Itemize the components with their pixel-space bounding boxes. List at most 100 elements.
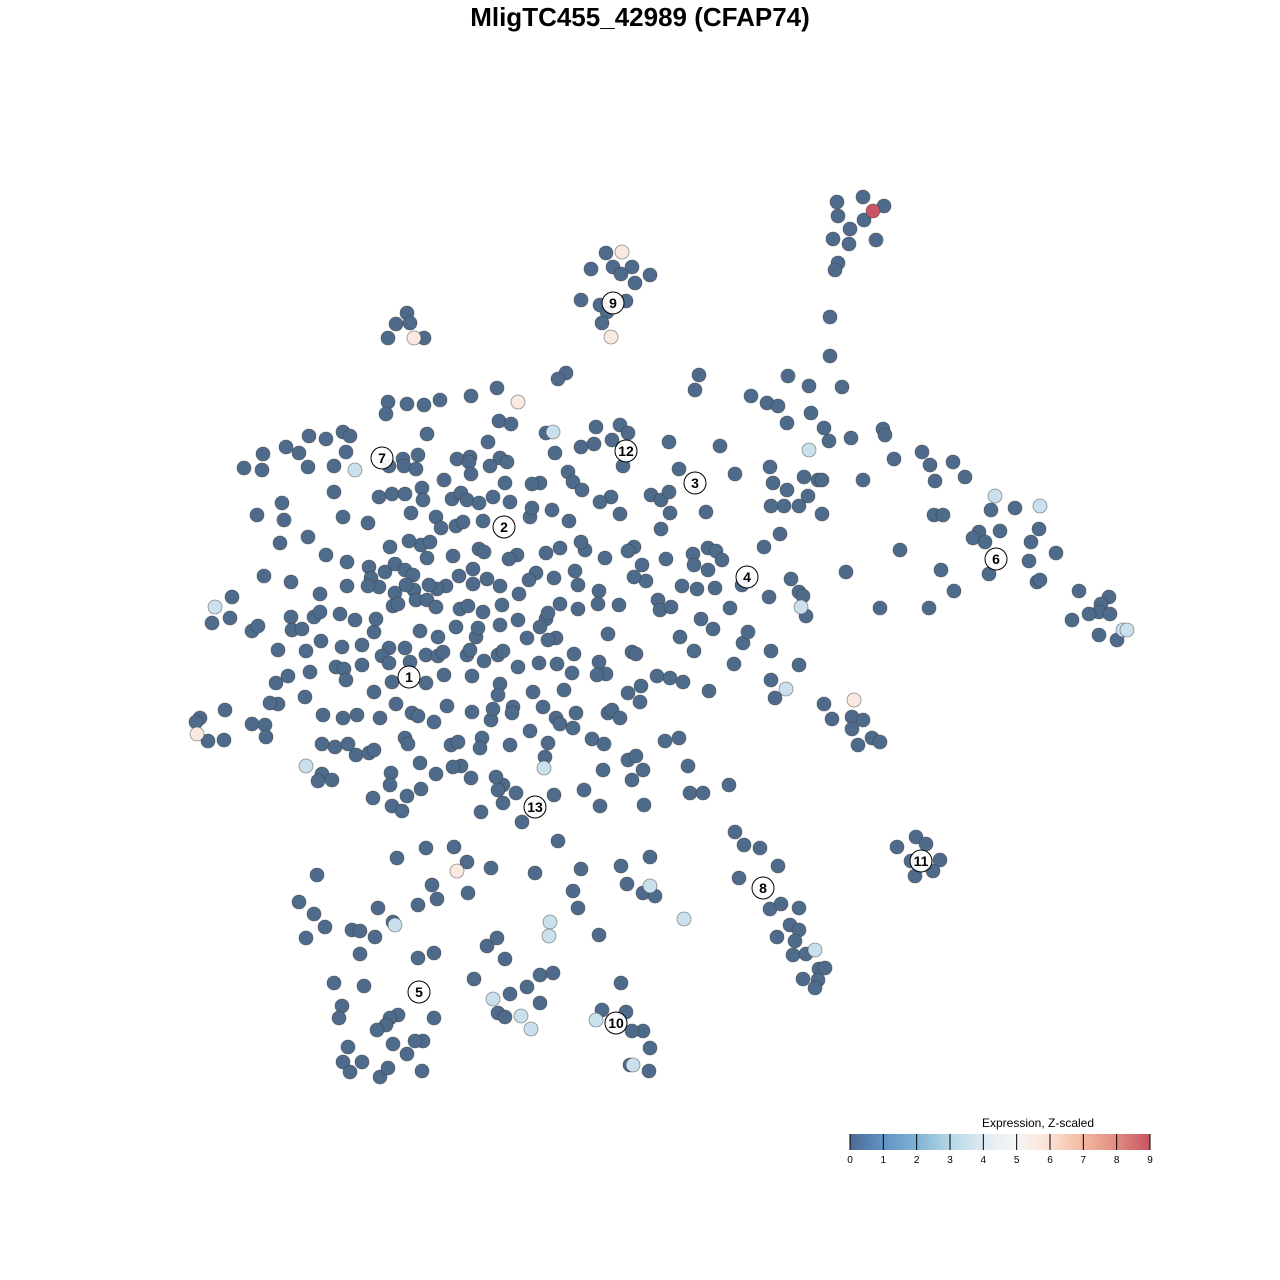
data-point xyxy=(611,597,627,613)
data-point xyxy=(426,945,442,961)
data-point xyxy=(783,571,799,587)
data-point xyxy=(371,489,387,505)
data-point xyxy=(388,696,404,712)
cluster-label-badge xyxy=(735,565,759,589)
data-point xyxy=(838,564,854,580)
data-point xyxy=(327,739,343,755)
data-point xyxy=(642,1040,658,1056)
data-point xyxy=(475,513,491,529)
data-point xyxy=(556,682,572,698)
data-point xyxy=(977,534,993,550)
data-point xyxy=(824,711,840,727)
data-point xyxy=(544,502,560,518)
data-point xyxy=(634,557,650,573)
data-point xyxy=(695,785,711,801)
data-point xyxy=(388,316,404,332)
legend-tick-label: 5 xyxy=(1014,1155,1020,1166)
data-point xyxy=(482,458,498,474)
data-point xyxy=(676,911,692,927)
cluster-label-text: 4 xyxy=(743,569,751,585)
data-point xyxy=(312,604,328,620)
data-point xyxy=(872,734,888,750)
legend-tick-label: 7 xyxy=(1081,1155,1087,1166)
data-point xyxy=(217,702,233,718)
data-point xyxy=(365,790,381,806)
data-point xyxy=(889,839,905,855)
data-point xyxy=(399,396,415,412)
data-point xyxy=(419,426,435,442)
data-point xyxy=(262,695,278,711)
data-point xyxy=(460,598,476,614)
data-point xyxy=(301,428,317,444)
data-point xyxy=(598,245,614,261)
data-point xyxy=(807,942,823,958)
data-point xyxy=(499,454,515,470)
data-point xyxy=(445,548,461,564)
data-point xyxy=(803,405,819,421)
data-point xyxy=(756,539,772,555)
data-point xyxy=(306,906,322,922)
data-point xyxy=(573,861,589,877)
data-point xyxy=(570,601,586,617)
data-point xyxy=(310,773,326,789)
data-point xyxy=(370,900,386,916)
cluster-label-13: 13 xyxy=(523,795,547,819)
data-point xyxy=(564,665,580,681)
data-point xyxy=(613,858,629,874)
data-point xyxy=(412,755,428,771)
data-point xyxy=(763,643,779,659)
data-point xyxy=(421,577,437,593)
data-point xyxy=(479,938,495,954)
data-point xyxy=(592,798,608,814)
data-point xyxy=(342,1064,358,1080)
data-point xyxy=(335,509,351,525)
data-point xyxy=(712,438,728,454)
data-point xyxy=(312,586,328,602)
data-point xyxy=(822,309,838,325)
data-point xyxy=(574,482,590,498)
data-point xyxy=(763,672,779,688)
data-point xyxy=(471,495,487,511)
data-point xyxy=(597,550,613,566)
data-point xyxy=(591,583,607,599)
data-point xyxy=(642,849,658,865)
data-point xyxy=(326,458,342,474)
data-point xyxy=(721,777,737,793)
data-point xyxy=(342,428,358,444)
cluster-label-badge xyxy=(523,795,547,819)
data-point xyxy=(525,684,541,700)
data-point xyxy=(313,633,329,649)
data-point xyxy=(432,392,448,408)
data-point xyxy=(727,824,743,840)
data-point xyxy=(258,729,274,745)
data-point xyxy=(627,275,643,291)
data-point xyxy=(490,782,506,798)
data-point xyxy=(586,436,602,452)
cluster-label-text: 5 xyxy=(415,984,423,1000)
data-point xyxy=(807,980,823,996)
data-point xyxy=(620,685,636,701)
data-point xyxy=(1102,606,1118,622)
data-point xyxy=(476,653,492,669)
data-point xyxy=(519,979,535,995)
cluster-label-badge xyxy=(601,291,625,315)
data-point xyxy=(541,928,557,944)
data-point xyxy=(886,451,902,467)
legend-tick-label: 3 xyxy=(947,1155,953,1166)
data-point xyxy=(522,723,538,739)
data-point xyxy=(448,619,464,635)
data-point xyxy=(372,710,388,726)
cluster-label-5: 5 xyxy=(407,980,431,1004)
data-point xyxy=(722,600,738,616)
data-point xyxy=(314,736,330,752)
data-point xyxy=(527,865,543,881)
data-point xyxy=(419,550,435,566)
data-point xyxy=(596,736,612,752)
data-point xyxy=(256,568,272,584)
data-point xyxy=(430,629,446,645)
data-point xyxy=(254,462,270,478)
data-point xyxy=(844,721,860,737)
data-point xyxy=(778,681,794,697)
cluster-label-10: 10 xyxy=(604,1011,628,1035)
